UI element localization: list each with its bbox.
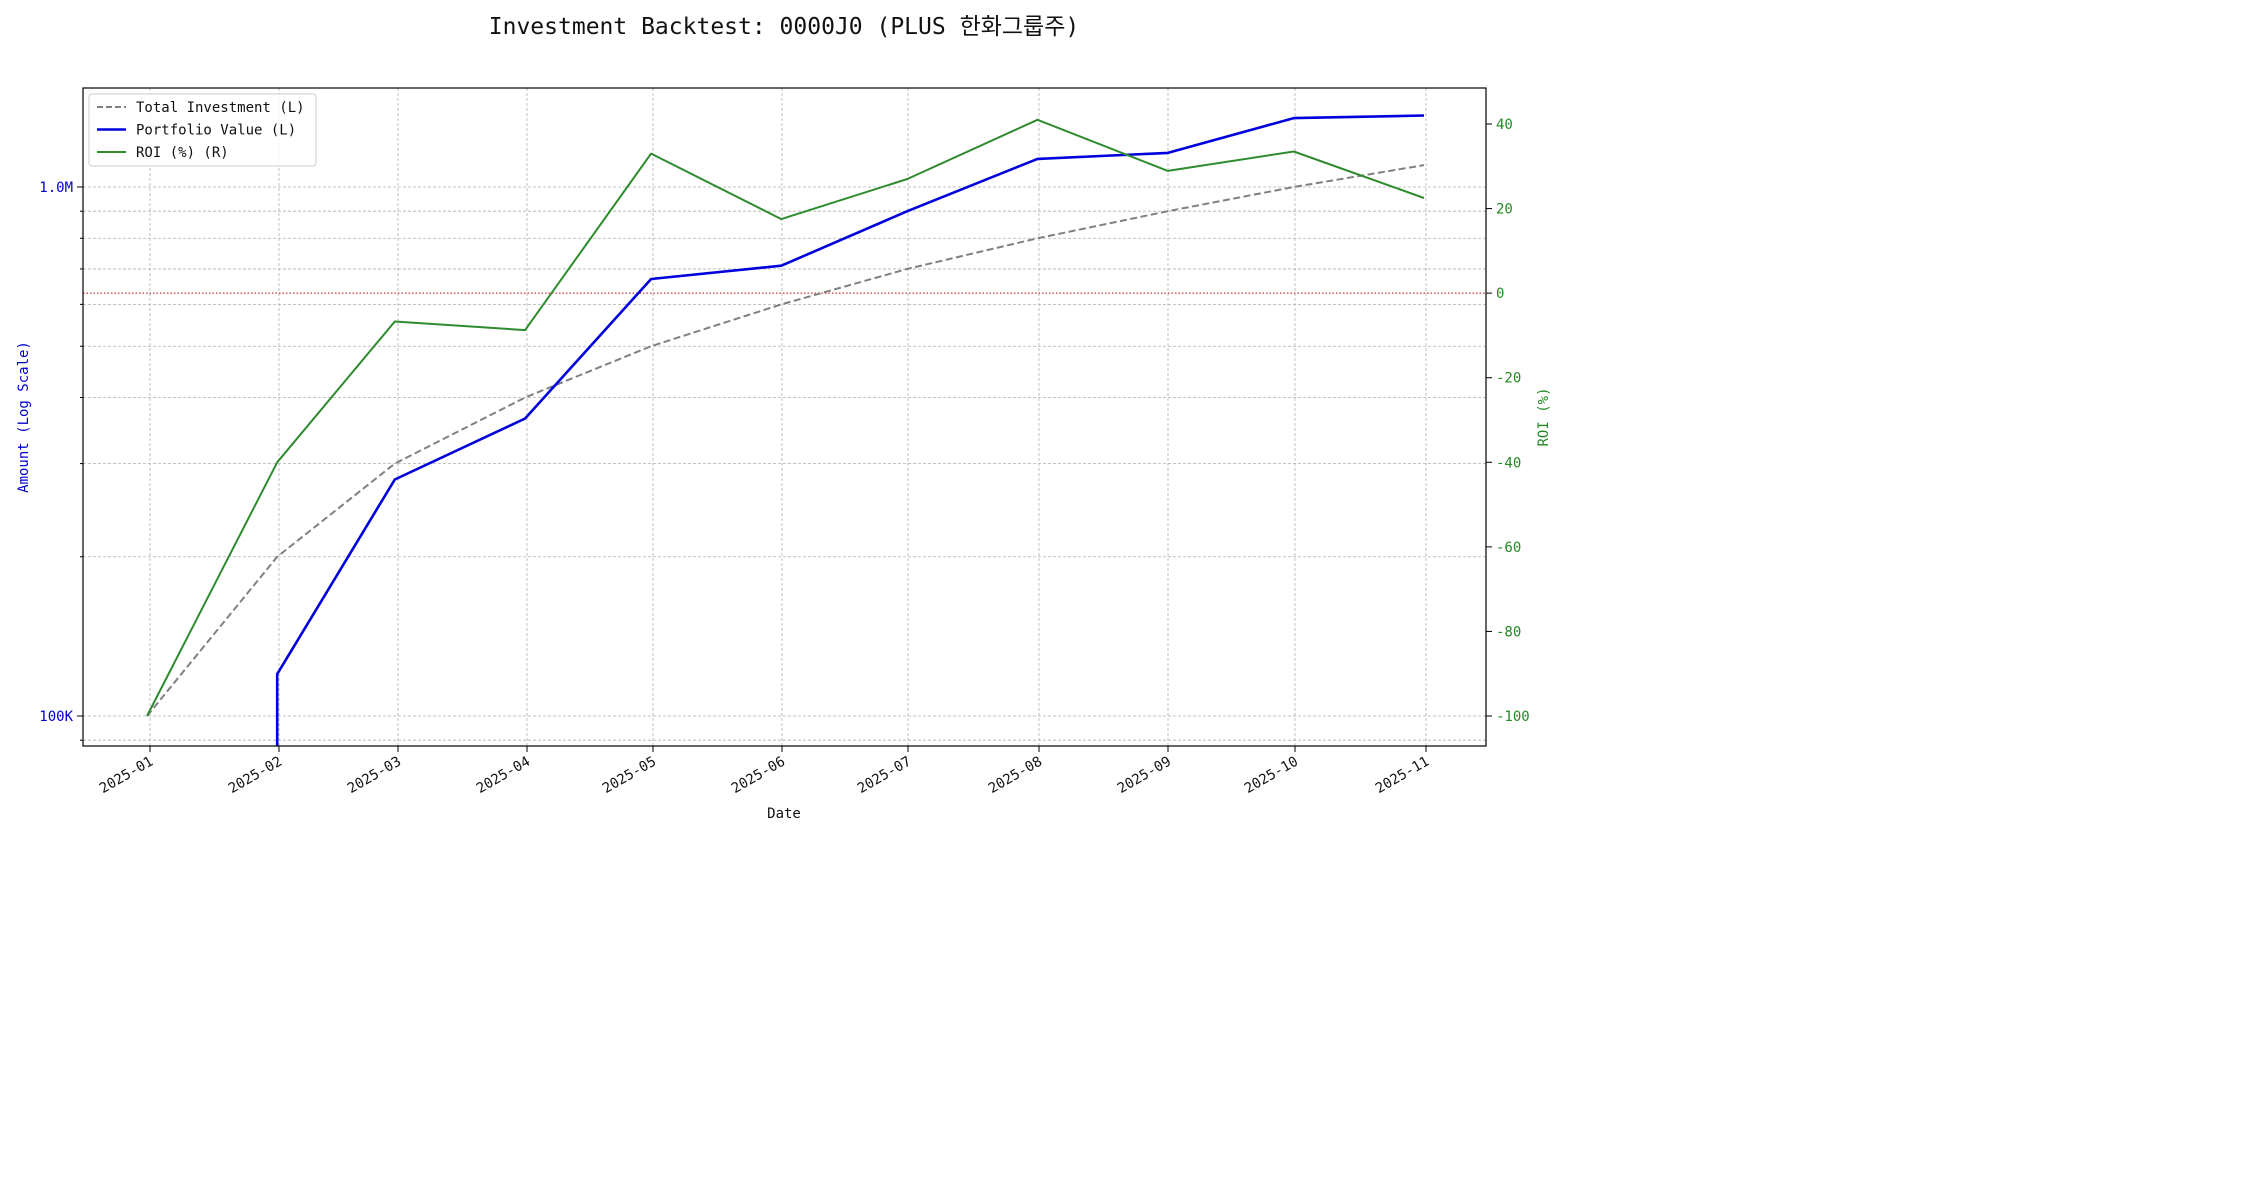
legend-label: ROI (%) (R) bbox=[136, 145, 229, 161]
chart-container: Investment Backtest: 0000J0 (PLUS 한화그룹주)… bbox=[0, 0, 1560, 832]
left-tick-label: 1.0M bbox=[39, 180, 73, 196]
roi-line bbox=[146, 118, 1425, 717]
investment-backtest-chart: Investment Backtest: 0000J0 (PLUS 한화그룹주)… bbox=[16, 14, 1552, 822]
right-tick-label: 0 bbox=[1496, 286, 1504, 302]
x-tick-label: 2025-05 bbox=[600, 754, 659, 797]
left-axis: 100K 1.0M bbox=[39, 180, 83, 741]
x-tick-label: 2025-04 bbox=[474, 754, 533, 797]
x-tick-label: 2025-11 bbox=[1373, 754, 1432, 797]
left-axis-label: Amount (Log Scale) bbox=[16, 341, 32, 493]
right-axis: -100 -80 -60 -40 -20 0 20 40 bbox=[1486, 117, 1530, 725]
legend: Total Investment (L) Portfolio Value (L) R… bbox=[88, 93, 317, 167]
total-investment-line bbox=[146, 164, 1425, 717]
x-tick-label: 2025-03 bbox=[345, 754, 404, 797]
right-tick-label: -60 bbox=[1496, 540, 1521, 556]
x-tick-label: 2025-07 bbox=[855, 754, 914, 797]
x-tick-label: 2025-01 bbox=[97, 754, 156, 797]
right-axis-label: ROI (%) bbox=[1536, 387, 1552, 446]
series-lines bbox=[146, 114, 1425, 746]
plot-frame bbox=[82, 87, 1487, 747]
right-tick-label: 40 bbox=[1496, 117, 1513, 133]
x-axis-label: Date bbox=[767, 806, 801, 822]
legend-label: Portfolio Value (L) bbox=[136, 123, 296, 139]
right-tick-label: -100 bbox=[1496, 709, 1530, 725]
x-tick-label: 2025-06 bbox=[729, 754, 788, 797]
x-tick-label: 2025-09 bbox=[1115, 754, 1174, 797]
right-tick-label: 20 bbox=[1496, 202, 1513, 218]
left-tick-label: 100K bbox=[39, 709, 73, 725]
x-tick-label: 2025-10 bbox=[1242, 754, 1301, 797]
legend-label: Total Investment (L) bbox=[136, 100, 305, 116]
chart-title: Investment Backtest: 0000J0 (PLUS 한화그룹주) bbox=[489, 14, 1079, 40]
right-tick-label: -20 bbox=[1496, 371, 1521, 387]
x-axis: 2025-01 2025-02 2025-03 2025-04 2025-05 2025-… bbox=[97, 746, 1432, 797]
right-tick-label: -40 bbox=[1496, 455, 1521, 471]
portfolio-value-line bbox=[275, 114, 1425, 746]
right-tick-label: -80 bbox=[1496, 624, 1521, 640]
legend-box bbox=[88, 93, 317, 167]
x-tick-label: 2025-08 bbox=[986, 754, 1045, 797]
x-tick-label: 2025-02 bbox=[226, 754, 285, 797]
